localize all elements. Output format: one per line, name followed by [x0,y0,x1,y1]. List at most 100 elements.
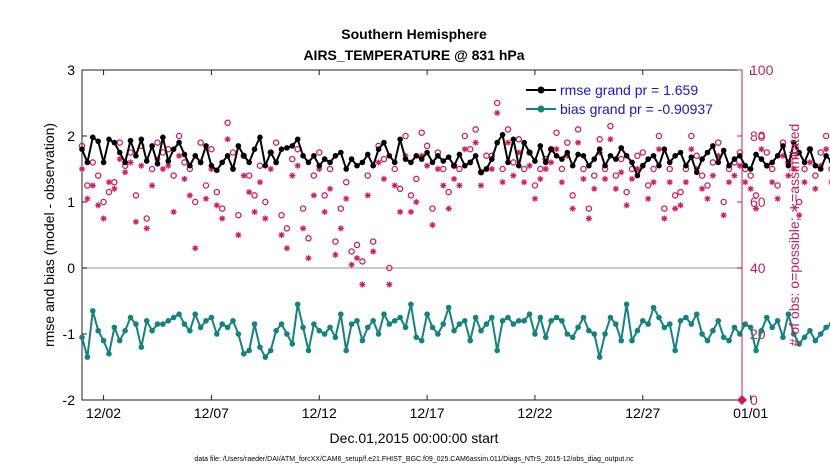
rmse-point [176,139,182,146]
y-tick-label: -2 [63,392,76,408]
obs-assimilated-point [580,175,587,182]
bias-point [219,321,225,327]
y-tick-label: 2 [67,128,75,144]
bias-point [408,301,414,308]
bias-point [537,314,544,321]
rmse-point [586,162,592,169]
rmse-point [246,159,252,166]
rmse-point [219,159,225,166]
bias-point [596,354,603,360]
obs-assimilated-point [267,166,274,172]
bias-line [81,303,830,359]
obs-assimilated-point [801,179,808,186]
bias-point [106,351,112,357]
obs-possible-point [143,215,150,222]
obs-possible-point [213,188,221,196]
bias-point [327,324,333,331]
bias-point [677,318,684,324]
obs-possible-point [564,139,571,146]
bias-point [273,327,279,334]
obs-assimilated-point [95,202,102,209]
chart-subtitle: AIRS_TEMPERATURE @ 831 hPa [303,47,524,63]
obs-possible-point [332,238,339,245]
rmse-point [688,154,695,160]
bias-point [591,331,598,337]
obs-possible-point [795,198,803,206]
obs-assimilated-point [531,195,538,202]
bias-point [656,314,662,321]
rmse-point [257,134,263,141]
bias-point [472,314,479,321]
bias-point [672,347,678,354]
bias-point [790,331,797,337]
rmse-point [273,159,279,166]
obs-possible-point [402,132,409,140]
bias-point [187,327,193,334]
obs-assimilated-point [602,175,609,182]
bias-point [289,341,296,347]
rmse-point [79,146,85,152]
rmse-point [321,156,328,162]
obs-possible-point [423,142,431,150]
y-axis-label: rmse and bias (model - observation) [41,123,57,347]
obs-possible-point [531,182,539,189]
obs-possible-point [299,205,307,212]
bias-point [634,327,641,334]
bias-point [284,331,290,337]
obs-assimilated-point [715,152,722,159]
rmse-point [559,156,565,162]
obs-possible-point [677,188,684,196]
obs-assimilated-point [176,152,183,159]
bias-point [391,318,398,324]
bias-point [532,331,538,337]
x-axis-ticks: 12/02 12/07 12/12 12/17 12/22 12/27 01/01 [86,70,768,421]
bias-point [133,321,139,327]
rmse-point [224,153,231,159]
legend-bias-label: bias grand pr = -0.90937 [560,101,713,117]
rmse-point [796,149,802,156]
rmse-point [133,153,139,159]
bias-point [440,321,447,327]
obs-assimilated-point [321,208,328,215]
obs-possible-point [693,152,700,160]
obs-assimilated-point [655,146,662,153]
obs-assimilated-point [753,205,760,212]
obs-assimilated-point [650,179,657,186]
obs-possible-point [148,165,156,173]
obs-assimilated-point [558,179,565,186]
rmse-point [440,158,447,164]
rmse-point [278,146,285,152]
obs-possible-point [623,188,630,196]
obs-possible-point [326,165,334,173]
obs-assimilated-point [666,179,673,186]
rmse-point [262,162,269,169]
obs-possible-point [634,152,641,160]
obs-assimilated-point [494,109,501,116]
obs-assimilated-point [224,136,231,143]
rmse-point [359,159,366,166]
bias-point [521,318,527,324]
obs-assimilated-point [704,195,711,202]
bias-point [483,321,490,327]
rmse-point [564,149,571,156]
obs-possible-point [94,172,102,179]
bias-point [89,308,96,314]
bias-point [639,318,646,324]
obs-assimilated-point [359,281,366,288]
obs-possible-point [763,149,771,156]
bias-point [683,314,689,321]
obs-assimilated-point [143,225,150,232]
rmse-point [435,153,441,159]
obs-assimilated-point [537,175,544,182]
bias-point [586,327,592,334]
rmse-point [758,156,765,162]
rmse-point [672,153,678,159]
rmse-point [602,162,608,169]
rmse-point [726,162,732,169]
obs-assimilated-point [246,189,253,196]
obs-assimilated-point [478,182,485,189]
rmse-point [100,159,107,166]
obs-assimilated-point [424,162,431,169]
obs-possible-point [585,205,593,212]
obs-assimilated-point [461,146,468,153]
